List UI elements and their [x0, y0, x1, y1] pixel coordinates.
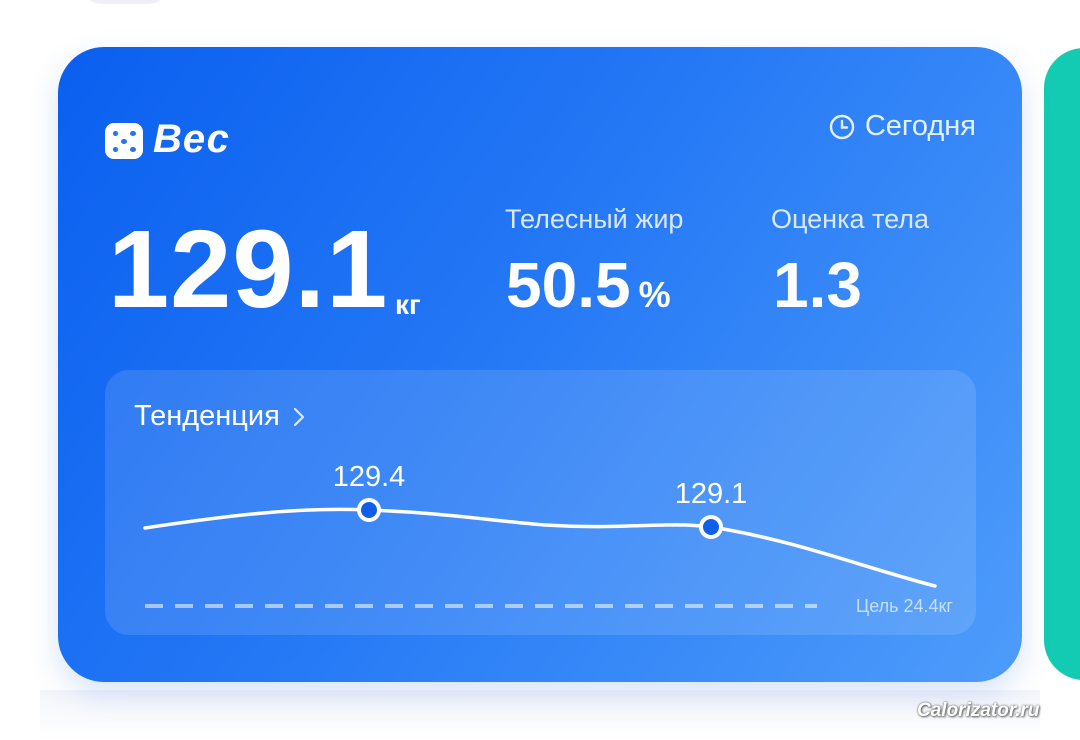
- body-fat-value: 50.5: [506, 249, 631, 321]
- goal-label: Цель 24.4кг: [856, 596, 954, 616]
- body-fat-label: Телесный жир: [505, 204, 684, 234]
- chevron-right-icon: [293, 407, 304, 426]
- trend-point-1[interactable]: [357, 498, 381, 522]
- trend-point-label-1: 129.4: [333, 461, 406, 493]
- body-fat-unit: %: [638, 274, 671, 315]
- next-card-peek[interactable]: [1044, 48, 1080, 680]
- top-card-edge: [80, 0, 170, 4]
- trend-line: [143, 507, 937, 588]
- trend-point-label-2: 129.1: [675, 478, 748, 510]
- clock-icon: [829, 114, 855, 139]
- body-fat-value-box: 50.5%: [506, 253, 671, 317]
- body-score-label: Оценка тела: [771, 204, 929, 234]
- trend-title: Тенденция: [134, 400, 280, 432]
- body-score-value: 1.3: [773, 249, 862, 321]
- card-shadow-strip: [40, 690, 1040, 740]
- trend-panel[interactable]: Тенденция Цель 24.4кг 129.4 129.1: [105, 370, 976, 635]
- scale-app-icon: [105, 123, 143, 159]
- date-label: Сегодня: [864, 110, 976, 142]
- trend-point-2[interactable]: [699, 515, 723, 539]
- trend-chart: Цель 24.4кг 129.4 129.1: [143, 461, 954, 616]
- card-title: Вес: [153, 117, 230, 161]
- watermark: Calorizator.ru: [917, 700, 1040, 721]
- weight-unit: кг: [395, 289, 421, 320]
- trend-link[interactable]: Тенденция: [134, 400, 308, 433]
- weight-value: 129.1: [108, 208, 389, 331]
- date-filter[interactable]: Сегодня: [829, 110, 976, 143]
- weight-card[interactable]: Вес Сегодня 129.1 кг Телесный жир 50.5% …: [58, 47, 1022, 682]
